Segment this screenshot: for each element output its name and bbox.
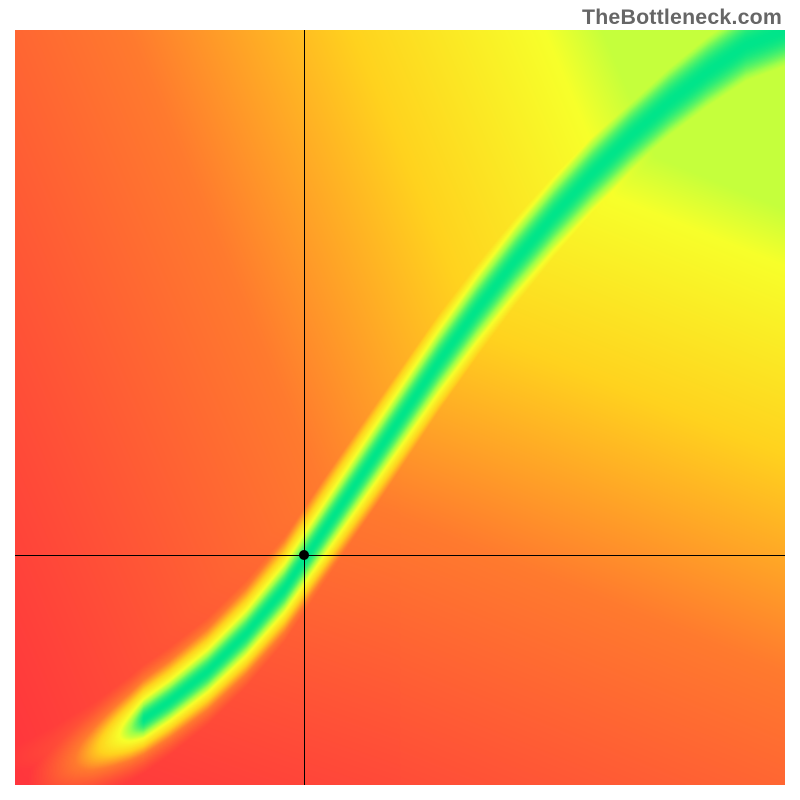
crosshair-vertical bbox=[304, 30, 305, 785]
watermark-text: TheBottleneck.com bbox=[582, 5, 782, 30]
crosshair-horizontal bbox=[15, 555, 785, 556]
crosshair-marker bbox=[299, 550, 309, 560]
heatmap-canvas bbox=[15, 30, 785, 785]
chart-container: TheBottleneck.com bbox=[0, 0, 800, 800]
plot-area bbox=[15, 30, 785, 785]
